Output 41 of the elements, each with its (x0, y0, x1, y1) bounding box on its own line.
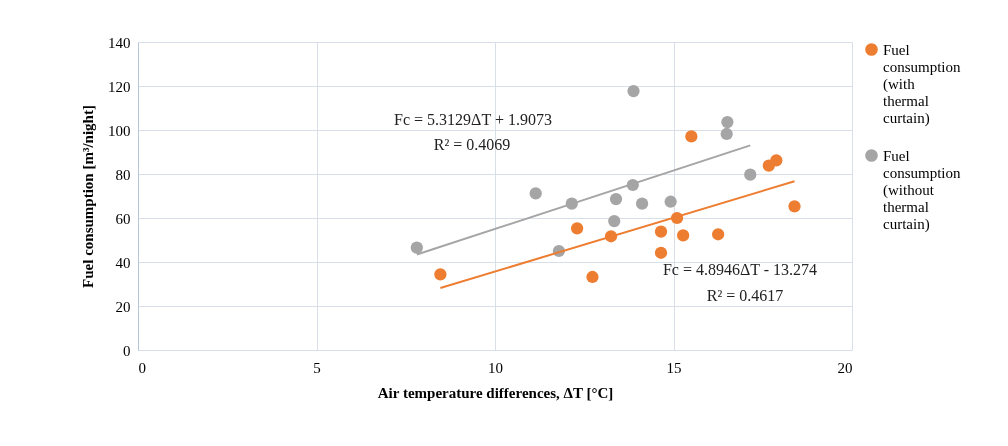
point (410, 241, 423, 254)
y-tick-label: 80 (115, 166, 131, 183)
legend-label: Fuel consumption (with thermal curtain) (883, 41, 961, 127)
point (721, 115, 734, 129)
point (788, 200, 801, 213)
annotation: R² = 0.4069 (433, 136, 511, 153)
x-axis-title: Air temperature differences, ΔT [°C] (377, 384, 614, 401)
point (770, 154, 783, 167)
x-tick-label: 5 (313, 359, 321, 376)
point (570, 222, 584, 235)
y-tick-label: 120 (108, 78, 131, 95)
annotation: Fc = 4.8946ΔT - 13.274 (662, 261, 818, 278)
point (635, 197, 649, 210)
point (685, 130, 698, 143)
x-tick-label: 10 (488, 359, 503, 376)
y-tick-label: 40 (115, 254, 131, 271)
point (608, 214, 621, 228)
x-tick-label: 0 (138, 359, 146, 376)
annotation: Fc = 5.3129ΔT + 1.9073 (394, 111, 552, 128)
x-tick-label: 15 (666, 359, 682, 376)
point (712, 228, 725, 241)
y-tick-label: 100 (108, 122, 131, 139)
y-tick-label: 60 (115, 210, 131, 227)
x-tick-label: 20 (837, 359, 853, 376)
point (677, 229, 690, 242)
point (664, 195, 677, 208)
y-tick-label: 20 (115, 298, 131, 315)
point (654, 225, 668, 238)
y-tick-label: 140 (108, 34, 131, 51)
point (744, 168, 757, 181)
annotation: R² = 0.4617 (706, 287, 784, 304)
point (654, 246, 668, 259)
point (586, 270, 599, 284)
point (609, 192, 623, 206)
point (627, 84, 640, 98)
y-axis-title: Fuel consumption [m³/night] (80, 105, 96, 288)
y-tick-label: 0 (123, 342, 131, 359)
point (720, 127, 733, 141)
point (529, 187, 542, 200)
legend-label: Fuel consumption (without thermal curtain) (883, 147, 961, 233)
point (434, 268, 447, 281)
